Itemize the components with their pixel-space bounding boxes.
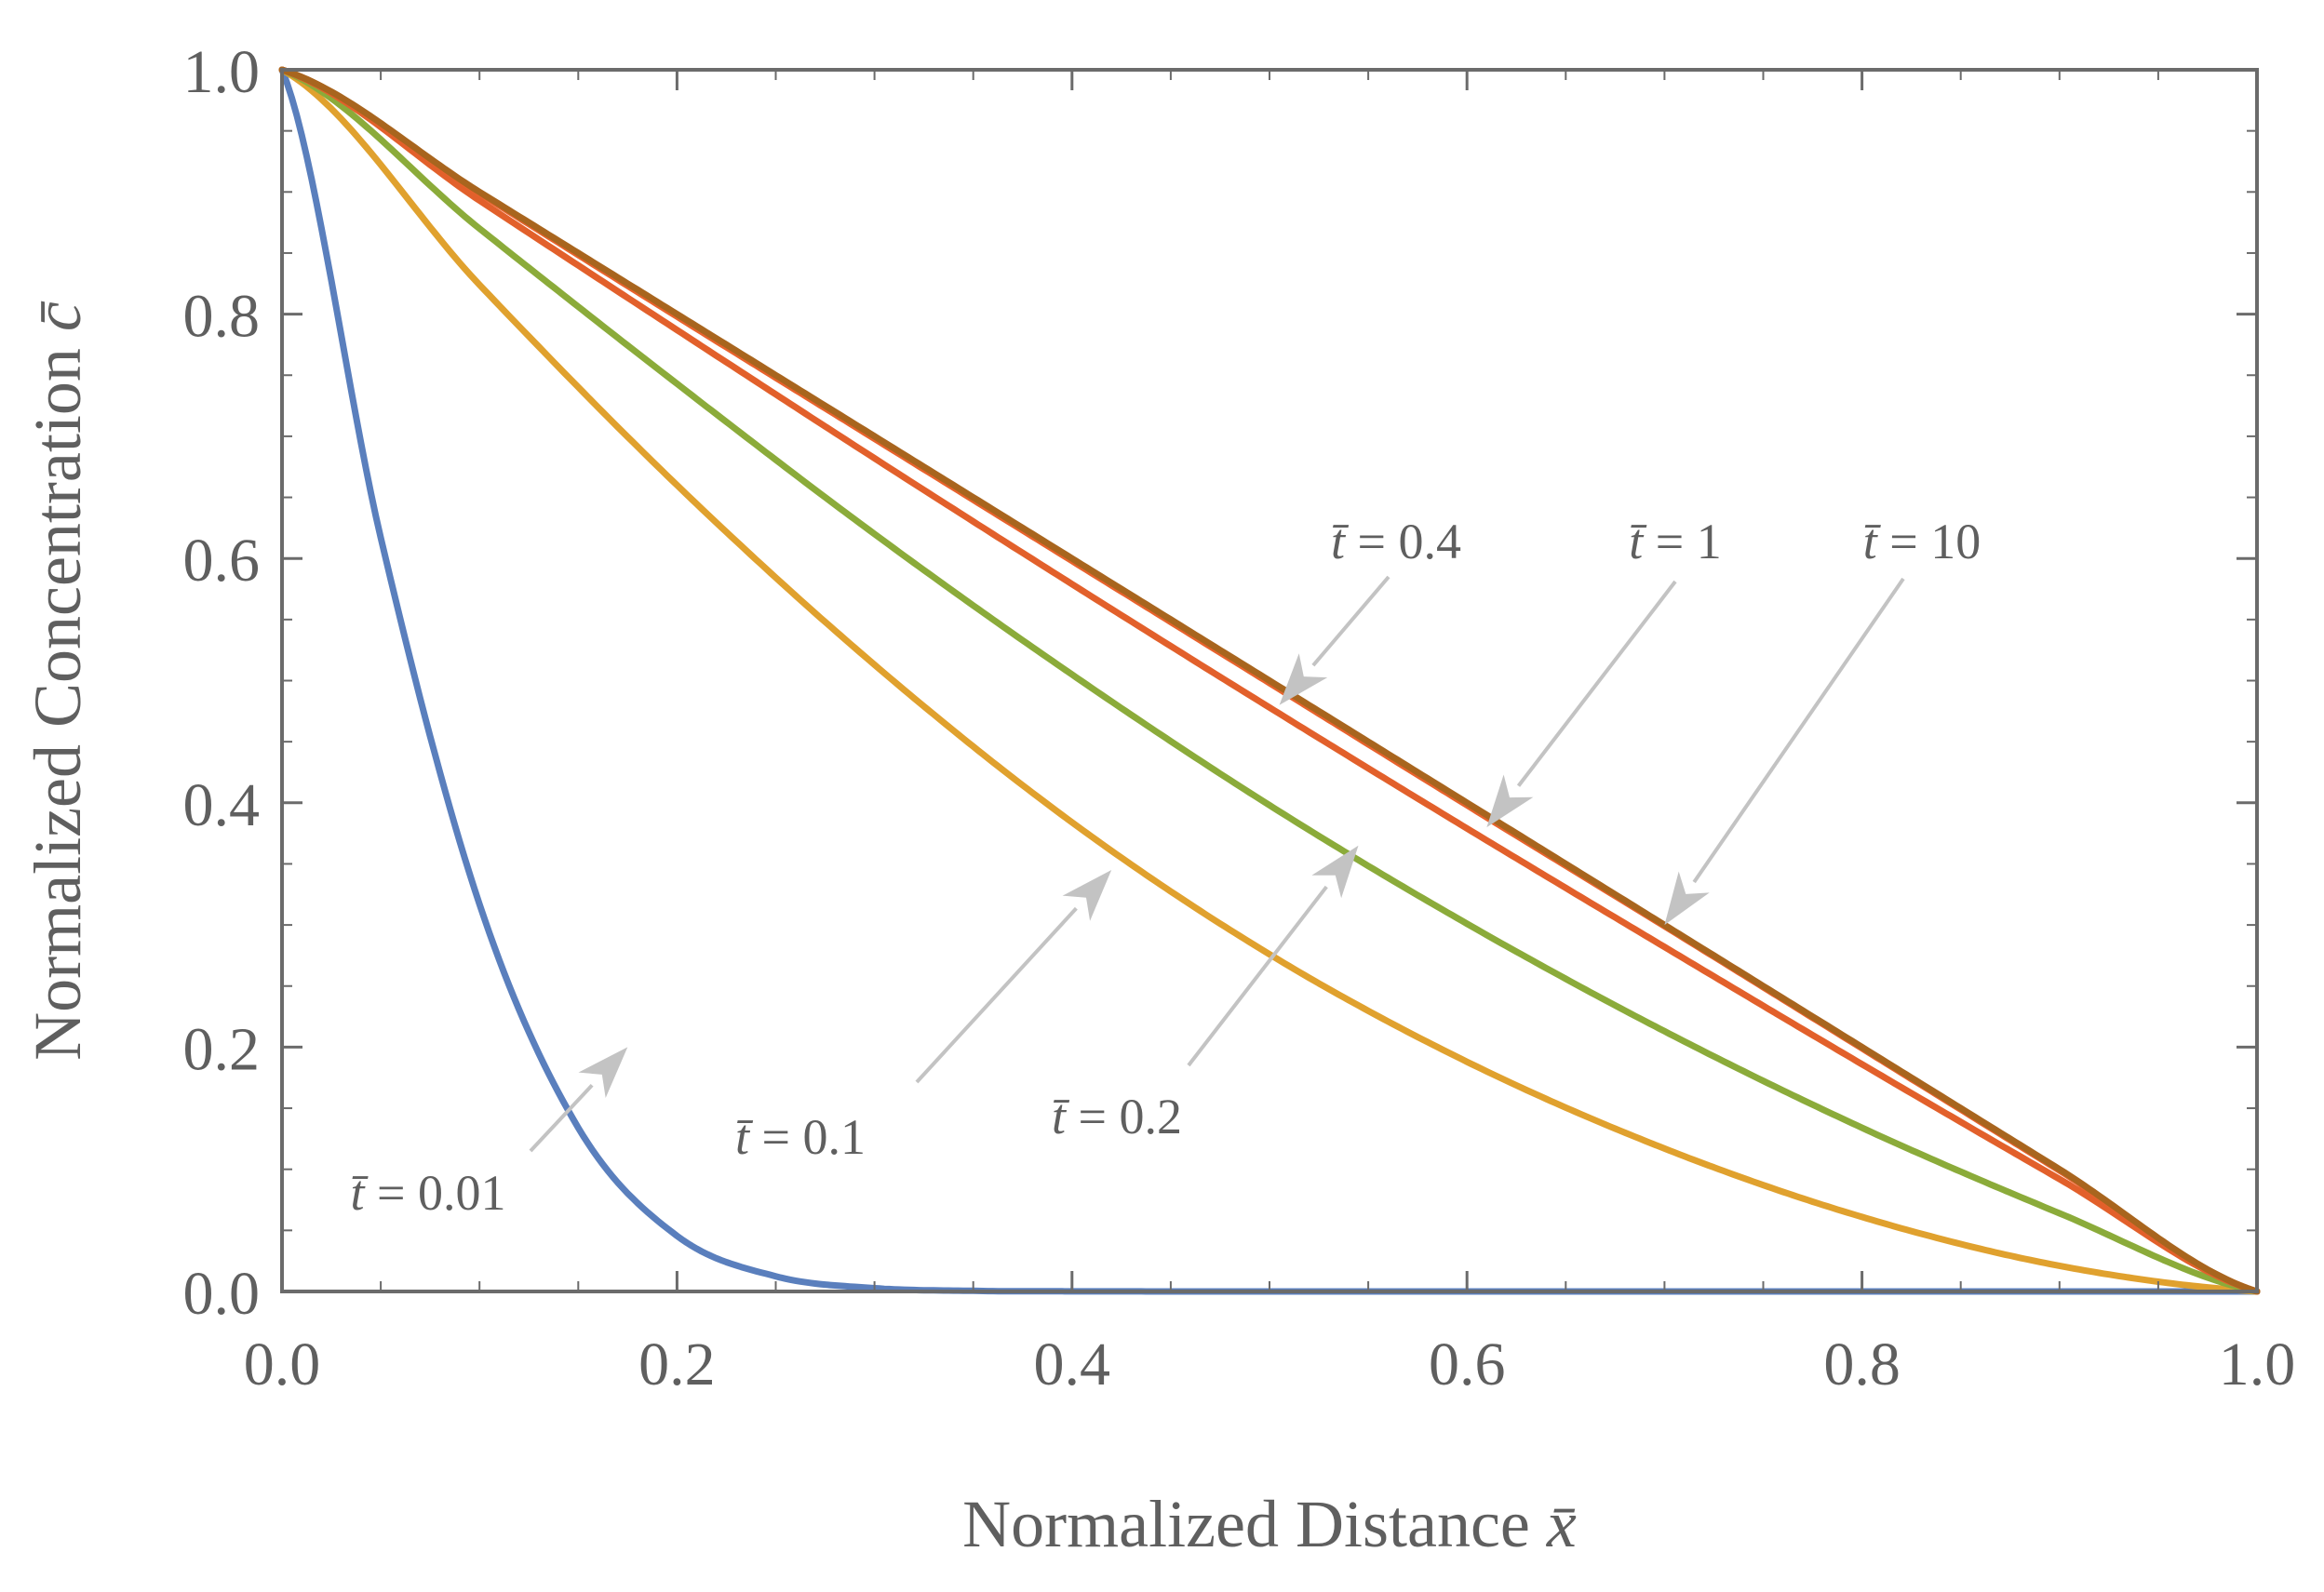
annotation-label: t̄ = 10: [1863, 514, 1981, 569]
annotation-label: t̄ = 0.01: [351, 1165, 506, 1221]
annotation-arrow-head: [1062, 870, 1112, 921]
y-tick-label: 0.6: [183, 527, 261, 595]
x-tick-label: 0.0: [244, 1331, 321, 1398]
annotation-label: t̄ = 0.2: [1052, 1089, 1182, 1144]
annotation-label: t̄ = 0.1: [735, 1109, 866, 1165]
series-line-t-0_1: [278, 66, 2261, 1295]
y-axis-title: Normalized Concentration c̄: [20, 301, 95, 1061]
x-axis-symbol: x̄: [1546, 1487, 1577, 1561]
ticks-layer: [280, 68, 2259, 1293]
series-line-t-0_4: [278, 66, 2261, 1295]
x-tick-label: 0.4: [1034, 1331, 1111, 1398]
annotation-label: t̄ = 1: [1629, 514, 1721, 569]
annotation-arrow-line: [1311, 575, 1390, 667]
series-line-t-0_2: [278, 66, 2261, 1295]
y-tick-label: 0.2: [183, 1015, 261, 1083]
annotation-label: t̄ = 0.4: [1331, 514, 1461, 569]
annotation-arrow-head: [1279, 653, 1328, 705]
y-tick-labels: 0.0 0.2 0.4 0.6 0.8 1.0: [183, 38, 261, 1328]
annotation-arrow-line: [1692, 577, 1905, 884]
x-axis-title: Normalized Distance x̄: [962, 1487, 1577, 1561]
annotation-arrow-line: [915, 906, 1078, 1084]
y-axis-label: Normalized Concentration: [20, 348, 95, 1061]
y-tick-label: 0.8: [183, 283, 261, 351]
curves-layer: [278, 66, 2261, 1295]
y-tick-label: 0.4: [183, 771, 261, 839]
annotation-arrow-line: [529, 1083, 594, 1153]
x-tick-label: 0.8: [1823, 1331, 1901, 1398]
annotation-arrow-head: [1486, 774, 1534, 828]
x-tick-label: 1.0: [2219, 1331, 2296, 1398]
annotation-arrow-head: [1664, 871, 1710, 926]
annotations-layer: t̄ = 0.01 t̄ = 0.1 t̄ = 0.2 t̄ = 0.4 t̄ = 1 t…: [351, 514, 1981, 1221]
x-tick-labels: 0.0 0.2 0.4 0.6 0.8 1.0: [244, 1331, 2296, 1398]
annotation-arrow-line: [1516, 580, 1677, 787]
y-tick-label: 0.0: [183, 1260, 261, 1328]
series-line-t-10: [278, 66, 2261, 1295]
x-axis-label: Normalized Distance: [962, 1487, 1530, 1561]
x-tick-label: 0.6: [1429, 1331, 1506, 1398]
annotation-arrow-head: [1311, 845, 1359, 899]
x-tick-label: 0.2: [638, 1331, 716, 1398]
annotation-arrow-line: [1187, 885, 1328, 1067]
y-tick-label: 1.0: [183, 38, 261, 106]
y-axis-symbol: c̄: [20, 301, 95, 331]
annotation-arrow-head: [578, 1047, 628, 1098]
